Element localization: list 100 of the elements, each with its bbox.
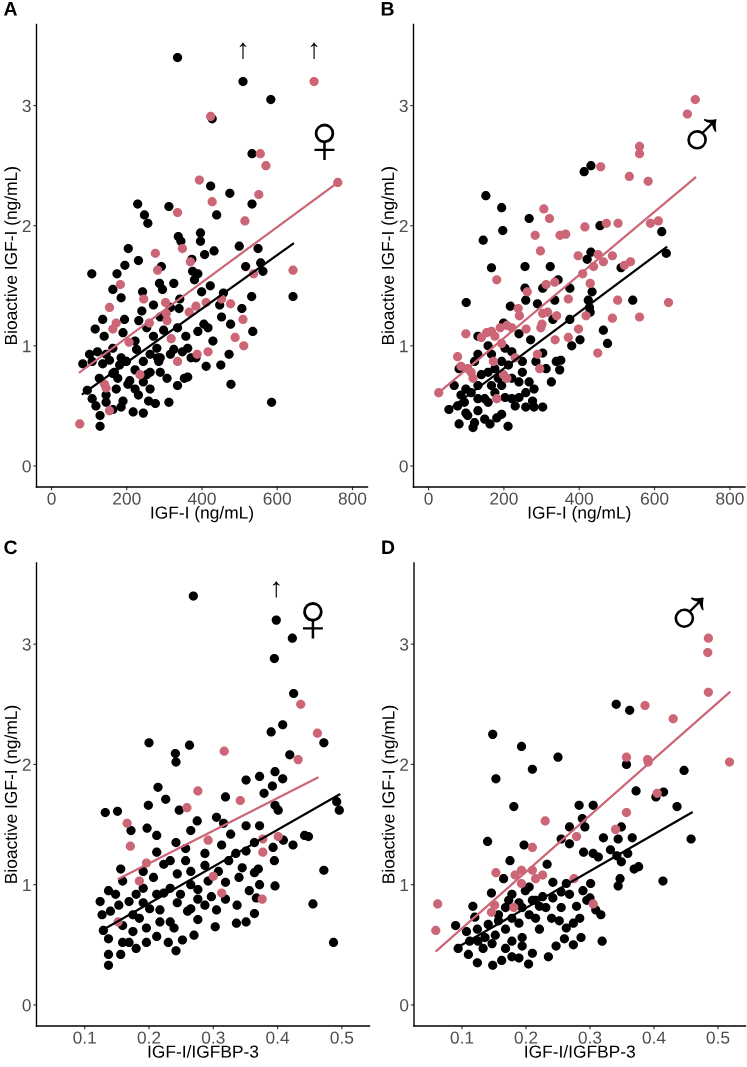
x-axis-title: IGF-I/IGFBP-3 — [525, 1045, 635, 1058]
y-tick-label: 1 — [23, 340, 31, 353]
x-tick-label: 0.3 — [201, 1031, 225, 1044]
y-tick-label: 1 — [400, 879, 409, 891]
x-tick-label: 0 — [424, 492, 433, 505]
point — [230, 332, 240, 343]
point — [115, 279, 125, 290]
point — [124, 337, 134, 347]
point — [238, 314, 248, 325]
x-axis-title: IGF-I (ng/mL) — [528, 506, 631, 523]
annotation: ↑ — [273, 581, 280, 598]
x-tick-label: 0.1 — [450, 1031, 474, 1044]
x-tick-label: 0.2 — [137, 1031, 161, 1044]
point — [668, 714, 678, 724]
point — [203, 347, 213, 357]
point — [177, 243, 188, 254]
x-tick-label: 0.4 — [642, 1031, 666, 1044]
x-tick-label: 200 — [113, 492, 141, 505]
point — [208, 871, 218, 881]
y-tick-label: 2 — [399, 219, 408, 233]
point — [724, 757, 735, 767]
point — [610, 824, 621, 834]
point — [101, 383, 111, 393]
point — [516, 878, 527, 889]
y-tick-label: 2 — [22, 219, 31, 233]
point — [153, 265, 163, 275]
chart-title: A — [3, 2, 18, 16]
text: ♀ — [314, 123, 335, 160]
x-axis-title: IGF-I/IGFBP-3 — [148, 1045, 259, 1058]
y-tick-label: 3 — [22, 638, 31, 651]
point — [293, 755, 303, 765]
point — [192, 349, 202, 359]
point — [134, 876, 144, 886]
point — [703, 687, 713, 697]
point — [235, 795, 245, 806]
y-tick-label: 3 — [399, 99, 408, 113]
point — [194, 175, 204, 185]
y-axis-title: Bioactive IGF-I (ng/mL) — [4, 705, 21, 883]
x-tick-label: 400 — [565, 492, 594, 505]
point — [509, 902, 519, 913]
point — [111, 318, 121, 328]
x-tick-label: 0.5 — [706, 1031, 730, 1044]
point — [219, 746, 229, 756]
x-tick-label: 0.4 — [266, 1031, 290, 1044]
x-tick-label: 600 — [263, 492, 292, 505]
point — [540, 816, 550, 826]
x-axis-title: IGF-I (ng/mL) — [151, 506, 254, 523]
point — [240, 216, 250, 226]
y-tick-label: 3 — [22, 99, 31, 113]
point — [621, 807, 632, 818]
y-tick-label: 0 — [400, 999, 409, 1012]
point — [431, 925, 441, 935]
x-tick-label: 0 — [47, 492, 56, 505]
point — [491, 868, 501, 878]
point — [588, 899, 598, 909]
y-tick-label: 3 — [400, 638, 409, 651]
point — [125, 841, 135, 851]
y-tick-label: 1 — [23, 879, 31, 891]
point — [261, 161, 271, 171]
point — [166, 334, 176, 344]
point — [160, 297, 171, 308]
text: ♂ — [687, 118, 717, 150]
point — [254, 189, 264, 200]
chart-subtitle: ♀ — [302, 602, 323, 639]
y-tick-label: 2 — [400, 758, 409, 771]
x-tick-label: 400 — [187, 492, 216, 505]
chart-title: C — [4, 540, 18, 555]
x-tick-label: 0.1 — [73, 1031, 96, 1044]
y-tick-label: 2 — [22, 758, 31, 771]
point — [191, 301, 201, 311]
point — [207, 197, 217, 207]
x-tick-label: 0.3 — [578, 1031, 602, 1044]
y-tick-label: 0 — [22, 460, 31, 473]
x-tick-label: 200 — [490, 492, 518, 505]
point — [309, 76, 319, 87]
point — [652, 788, 662, 798]
y-tick-label: 1 — [400, 340, 408, 353]
point — [640, 700, 650, 711]
point — [530, 874, 541, 884]
point — [239, 341, 249, 351]
point — [75, 419, 85, 429]
y-axis-title: Bioactive IGF-I (ng/mL) — [381, 705, 398, 883]
chart-title: B — [381, 2, 394, 16]
y-tick-label: 0 — [399, 460, 408, 473]
point — [527, 842, 537, 853]
x-tick-label: 0.5 — [330, 1031, 354, 1044]
point — [104, 302, 115, 313]
point — [122, 818, 132, 828]
y-axis-title: Bioactive IGF-I (ng/mL) — [381, 167, 398, 345]
annotation: ↑ — [310, 42, 318, 60]
point — [255, 149, 265, 159]
point — [135, 370, 145, 380]
x-tick-label: 600 — [640, 492, 669, 505]
point — [172, 207, 183, 218]
point — [150, 248, 160, 258]
x-tick-label: 800 — [338, 492, 367, 505]
y-tick-label: 0 — [22, 999, 31, 1012]
point — [258, 847, 268, 857]
chart-subtitle: ♂ — [674, 597, 704, 629]
point — [703, 647, 713, 658]
